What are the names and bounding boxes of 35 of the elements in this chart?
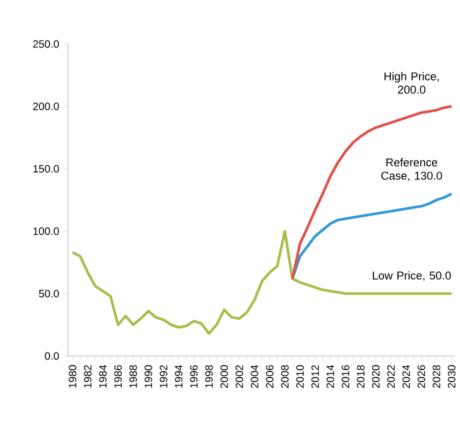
y-tick-label: 50.0	[38, 290, 59, 298]
x-tick-label: 2020	[372, 365, 380, 388]
annotation: High Price, 200.0	[384, 72, 439, 94]
annotation: Reference Case, 130.0	[381, 158, 442, 182]
x-tick-label: 2014	[326, 365, 334, 388]
x-tick-label: 1994	[174, 365, 182, 388]
x-tick-label: 2006	[266, 365, 274, 388]
y-tick-label: 200.0	[33, 102, 59, 110]
x-tick-label: 2028	[432, 365, 440, 388]
x-tick-label: 1998	[205, 365, 213, 388]
x-tick-label: 2022	[387, 365, 395, 388]
x-tick-label: 2018	[356, 365, 364, 388]
x-tick-label: 2008	[281, 365, 289, 388]
x-tick-label: 1990	[144, 365, 152, 388]
y-tick-label: 0.0	[44, 352, 59, 360]
x-tick-label: 2000	[220, 365, 228, 388]
x-tick-label: 1984	[99, 365, 107, 388]
x-tick-label: 2004	[250, 365, 258, 388]
x-tick-label: 1996	[190, 365, 198, 388]
x-tick-label: 2012	[311, 365, 319, 388]
x-tick-label: 2030	[448, 365, 456, 388]
x-tick-label: 2026	[418, 365, 426, 388]
y-tick-label: 150.0	[33, 165, 59, 173]
annotation: Low Price, 50.0	[372, 271, 451, 281]
x-tick-label: 1988	[129, 365, 137, 388]
x-tick-label: 1992	[160, 365, 168, 388]
y-tick-label: 250.0	[33, 40, 59, 48]
x-tick-label: 2016	[342, 365, 350, 388]
y-tick-label: 100.0	[33, 227, 59, 235]
x-tick-label: 1980	[68, 365, 76, 388]
x-tick-label: 1986	[114, 365, 122, 388]
x-tick-label: 2002	[236, 365, 244, 388]
x-tick-label: 2024	[402, 365, 410, 388]
x-tick-label: 2010	[296, 365, 304, 388]
x-tick-label: 1982	[84, 365, 92, 388]
